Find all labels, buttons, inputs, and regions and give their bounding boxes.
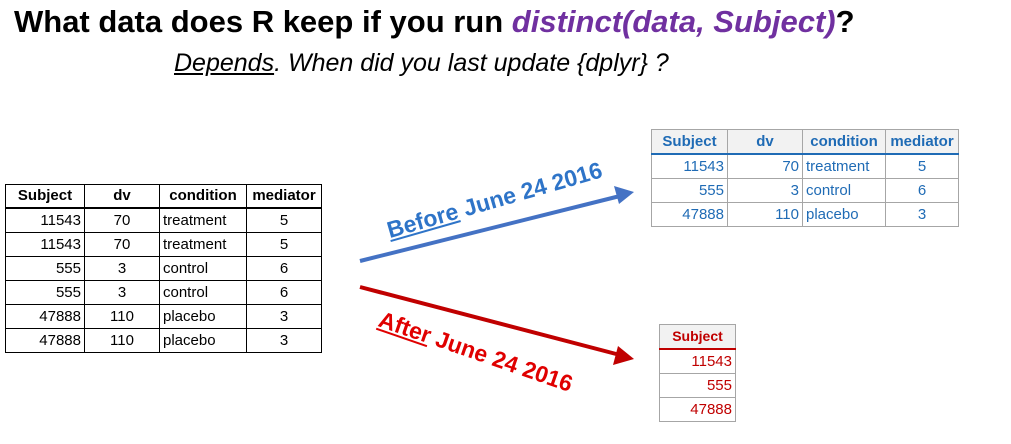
table-row: 555 3 control 6 xyxy=(651,178,959,203)
after-arrow-icon xyxy=(359,285,634,365)
cell-mediator: 3 xyxy=(246,328,322,353)
table-row: 47888 xyxy=(659,397,736,422)
cell-subject: 47888 xyxy=(651,202,728,227)
cell-subject: 47888 xyxy=(5,304,85,329)
column-header: dv xyxy=(84,184,160,209)
table-row: 555 3 control 6 xyxy=(5,256,322,281)
column-header: dv xyxy=(727,129,803,155)
table-row: 11543 xyxy=(659,348,736,374)
table-row: 47888 110 placebo 3 xyxy=(5,328,322,353)
cell-subject: 47888 xyxy=(659,397,736,422)
title-code: distinct(data, Subject) xyxy=(511,4,836,39)
column-header: Subject xyxy=(659,324,736,350)
subtitle-underlined: Depends xyxy=(174,49,275,77)
table-row: 47888 110 placebo 3 xyxy=(5,304,322,329)
original-data-table: Subject dv condition mediator 11543 70 tre… xyxy=(5,184,322,353)
cell-dv: 70 xyxy=(84,232,160,257)
title-suffix: ? xyxy=(835,4,855,39)
table-row: 555 xyxy=(659,373,736,398)
cell-mediator: 6 xyxy=(246,256,322,281)
cell-mediator: 5 xyxy=(885,153,959,179)
cell-mediator: 3 xyxy=(885,202,959,227)
cell-subject: 47888 xyxy=(5,328,85,353)
cell-condition: treatment xyxy=(802,153,886,179)
cell-condition: treatment xyxy=(159,232,247,257)
cell-dv: 70 xyxy=(727,153,803,179)
table-row: 11543 70 treatment 5 xyxy=(651,153,959,179)
cell-condition: control xyxy=(159,256,247,281)
page-subtitle: Depends. When did you last update {dplyr… xyxy=(174,49,669,78)
cell-condition: placebo xyxy=(802,202,886,227)
cell-mediator: 3 xyxy=(246,304,322,329)
column-header: mediator xyxy=(885,129,959,155)
header-row: Subject dv condition mediator xyxy=(651,129,959,155)
column-header: mediator xyxy=(246,184,322,209)
after-result-table: Subject 11543 555 47888 xyxy=(659,324,736,422)
before-result-table: Subject dv condition mediator 11543 70 tre… xyxy=(651,129,959,227)
table-row: 11543 70 treatment 5 xyxy=(5,232,322,257)
cell-dv: 110 xyxy=(84,304,160,329)
cell-mediator: 5 xyxy=(246,232,322,257)
header-row: Subject dv condition mediator xyxy=(5,184,322,209)
table-row: 11543 70 treatment 5 xyxy=(5,207,322,233)
cell-condition: placebo xyxy=(159,328,247,353)
subtitle-rest: . When did you last update {dplyr} ? xyxy=(274,49,669,77)
cell-subject: 11543 xyxy=(651,153,728,179)
cell-subject: 11543 xyxy=(5,232,85,257)
column-header: Subject xyxy=(651,129,728,155)
page-title: What data does R keep if you run distinc… xyxy=(14,4,855,40)
cell-condition: treatment xyxy=(159,207,247,233)
cell-subject: 555 xyxy=(651,178,728,203)
table-row: 47888 110 placebo 3 xyxy=(651,202,959,227)
cell-dv: 3 xyxy=(727,178,803,203)
column-header: Subject xyxy=(5,184,85,209)
cell-dv: 110 xyxy=(727,202,803,227)
before-arrow-icon xyxy=(359,186,634,263)
cell-subject: 11543 xyxy=(659,348,736,374)
cell-mediator: 6 xyxy=(885,178,959,203)
cell-subject: 555 xyxy=(659,373,736,398)
title-prefix: What data does R keep if you run xyxy=(14,4,512,39)
header-row: Subject xyxy=(659,324,736,350)
cell-condition: control xyxy=(802,178,886,203)
cell-dv: 3 xyxy=(84,280,160,305)
column-header: condition xyxy=(802,129,886,155)
column-header: condition xyxy=(159,184,247,209)
cell-dv: 70 xyxy=(84,207,160,233)
